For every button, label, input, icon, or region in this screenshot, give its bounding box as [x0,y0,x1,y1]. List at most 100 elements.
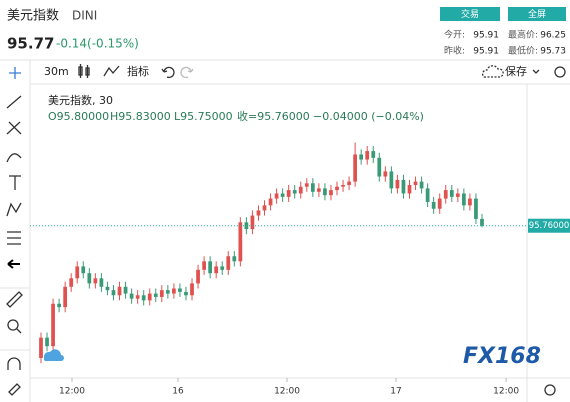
candle-icon[interactable] [78,64,90,78]
candle-body [347,181,351,185]
candle-body [419,181,424,189]
candle-body [323,188,327,196]
legend-change: −0.04000 (−0.04%) [313,110,424,123]
candle-body [153,293,158,297]
symbol: DINI [72,9,97,23]
interval[interactable]: 30m [44,65,69,78]
indicators[interactable]: 指标 [127,64,149,78]
stat-label: 最低价: [508,45,538,57]
candle-body [256,210,261,216]
legend-low: L95.75000 [174,110,233,123]
candle-body [69,278,74,287]
candle-body [389,171,394,189]
candle-body [45,337,49,347]
candle-body [208,261,213,274]
candle-body [232,256,237,262]
candle-body [178,288,182,292]
price-label: 95.76000 [529,221,570,231]
stat-label: 今开: [444,29,465,41]
candle-body [377,157,382,177]
legend-high: H95.83000 [110,110,171,123]
legend-close: 收=95.76000 [237,109,310,123]
x-tick-label: 16 [172,387,184,397]
settings[interactable] [554,66,566,78]
candle-body [407,185,412,194]
title: 美元指数 [7,9,59,24]
indicator-icon[interactable] [103,65,120,77]
candle-body [87,273,92,284]
candle-body [335,186,339,191]
stat-value: 95.73 [540,47,566,57]
trade-button-label[interactable]: 交易 [461,8,479,20]
fullscreen-button[interactable] [508,7,566,21]
candle-body [159,290,164,297]
price: 95.77 [7,35,54,53]
candle-body [81,266,86,274]
candle-body [147,293,152,301]
candle-body [431,201,436,209]
candle-body [395,179,400,189]
redo[interactable] [180,66,194,79]
candle-body [184,291,188,296]
candle-body [202,261,206,270]
candle-body [129,293,134,299]
x-tick-label: 17 [390,387,401,397]
candle-body [63,286,68,308]
candle-body [250,215,255,230]
candle-body [437,198,442,209]
candle-body [99,278,104,287]
stat-value: 95.91 [473,47,499,57]
candle-body [317,188,321,192]
axis-settings[interactable] [544,384,556,396]
candle-body [117,286,122,296]
stat-value: 96.25 [540,31,566,41]
candle-body [401,179,406,194]
candle-body [220,266,225,270]
candle-body [226,256,231,270]
fullscreen-button-label[interactable]: 全屏 [528,8,546,20]
candle-body [425,188,430,202]
candle-body [190,283,194,296]
candle-body [474,198,478,219]
candle-body [461,193,466,206]
dropdown[interactable] [532,69,540,74]
candle-body [359,154,364,160]
candle-body [280,193,285,197]
candle-body [449,190,454,197]
candle-body [310,183,315,192]
candle-body [268,198,273,206]
candle-body [238,222,243,262]
candle-body [111,290,116,296]
candle-body [262,205,267,211]
watermark: FX168 [463,344,541,369]
candle-body [123,286,128,294]
candle-body [383,171,388,177]
sidebar-icons[interactable] [6,67,23,396]
candle-body [141,295,146,301]
undo[interactable] [161,66,175,79]
legend-open: O95.80000 [48,110,109,123]
x-tick-label: 12:00 [274,387,300,397]
candle-body [93,278,98,284]
candle-body [196,269,200,284]
change: -0.14(-0.15%) [56,37,139,51]
candle-body [329,190,333,196]
candle-body [365,151,370,160]
candle-body [353,154,358,182]
candle-body [286,190,291,197]
candle-body [455,193,460,197]
stat-value: 95.91 [473,31,499,41]
save[interactable]: 保存 [505,64,527,78]
candle-body [214,266,219,274]
candle-body [172,288,176,294]
cloud-badge [43,349,64,361]
trade-button[interactable] [440,7,500,21]
x-tick-label: 12:00 [59,387,85,397]
candle-body [468,198,472,206]
cloud-icon[interactable] [482,65,504,78]
candle-body [371,151,376,158]
price-label-box [528,218,570,233]
candle-body [304,183,309,187]
stat-label: 最高价: [508,29,538,41]
